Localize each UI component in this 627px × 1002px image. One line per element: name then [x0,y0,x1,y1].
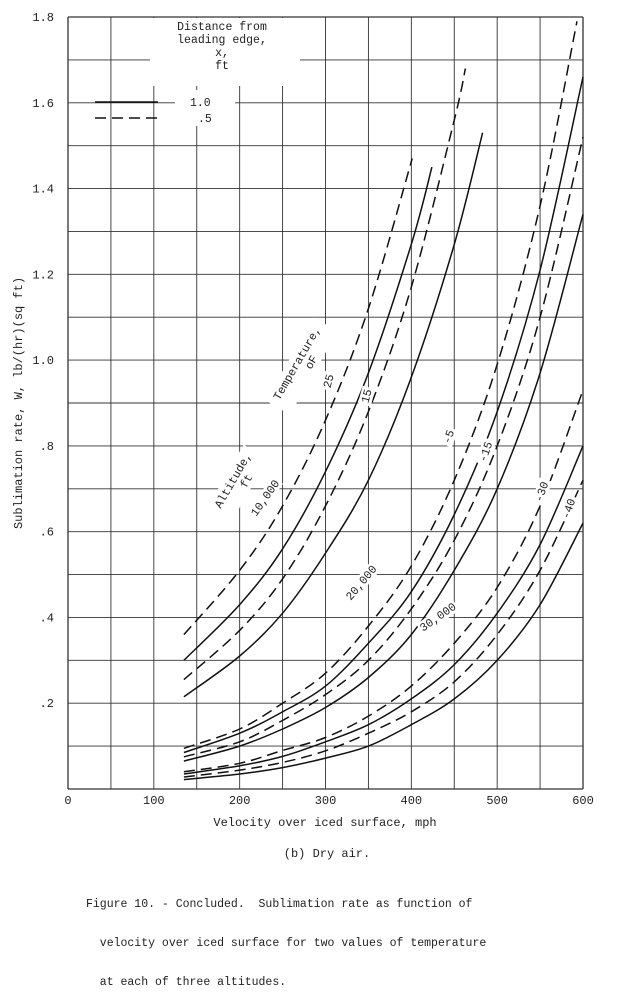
curve-solid-series: 10,000 ft, 15 F, x=1.0 [183,132,484,698]
legend-label-solid: 1.0 [190,97,211,110]
curve-dashed-series: 20,000 ft, -5 F, x=.5 [183,21,578,750]
temperature-label-minus40: -40 [560,497,579,521]
legend-title-line: x, [215,47,229,60]
legend-background [150,18,300,126]
temperature-label-minus30: -30 [533,480,552,504]
subcaption: (b) Dry air. [284,847,370,861]
x-axis-label: Velocity over iced surface, mph [213,816,436,830]
tick-labels: 0 100 200 300 400 500 600 .2 .4 .6 .8 1.0 1.2 1.4 1.6 1… [32,11,593,808]
curve-solid-series: 20,000 ft, -15 F, x=1.0 [183,214,584,762]
y-tick-label: 1.6 [32,97,54,111]
x-tick-label: 200 [229,794,251,808]
altitude-unit: ft [238,472,256,490]
curve-solid-series: 20,000 ft, -5 F, x=1.0 [183,76,584,754]
temperature-label-15: 15 [360,388,376,405]
temperature-label-25: 25 [322,373,338,390]
altitude-label-20000: 20,000 [344,563,381,603]
legend: Distance from leading edge, x, ft 1.0 .5 [95,21,267,126]
y-tick-label: .2 [40,697,54,711]
y-tick-label: 1.8 [32,11,54,25]
curve-solid-series: 30,000 ft, -40 F, x=1.0 [183,522,584,781]
curves: 10,000 ft, 25 F, x=.510,000 ft, 25 F, x=… [183,21,584,781]
curve-dashed-series: 30,000 ft, -30 F, x=.5 [183,389,584,773]
legend-title-line: Distance from [177,21,267,34]
caption-line: Figure 10. - Concluded. Sublimation rate… [86,898,473,911]
y-axis-label: Sublimation rate, W, lb/(hr)(sq ft) [12,277,26,529]
y-tick-label: .6 [40,526,54,540]
y-tick-label: 1.4 [32,183,54,197]
sublimation-rate-chart: 10,000 ft, 25 F, x=.510,000 ft, 25 F, x=… [12,11,594,861]
caption-line: velocity over iced surface for two value… [86,937,487,950]
figure-caption: Figure 10. - Concluded. Sublimation rate… [86,872,486,1002]
legend-label-dashed: .5 [198,113,212,126]
caption-line: at each of three altitudes. [86,976,287,989]
curve-solid-series: 30,000 ft, -30 F, x=1.0 [183,445,584,775]
temperature-unit: oF [303,354,321,373]
annotations: Temperature, oF Altitude, ft 10,000 20,0… [207,317,579,635]
x-tick-label: 400 [401,794,423,808]
y-tick-label: 1.2 [32,268,54,282]
curve-solid-series: 10,000 ft, 25 F, x=1.0 [183,166,433,661]
temperature-label-minus5: -5 [441,428,458,446]
grid [67,16,584,790]
y-tick-label: 1.0 [32,354,54,368]
temperature-title: Temperature, oF [265,317,338,415]
x-tick-label: 100 [143,794,165,808]
x-tick-label: 300 [315,794,337,808]
y-tick-label: .8 [40,440,54,454]
x-tick-label: 600 [572,794,594,808]
x-tick-label: 500 [486,794,508,808]
legend-title-line: leading edge, [177,34,267,47]
curve-dashed-series: 30,000 ft, -40 F, x=.5 [183,479,584,778]
curve-dashed-series: 10,000 ft, 15 F, x=.5 [183,68,467,681]
legend-title-line: ft [215,60,229,73]
temperature-label-minus15: -15 [477,440,496,464]
x-tick-label: 0 [64,794,71,808]
y-tick-label: .4 [40,611,54,625]
